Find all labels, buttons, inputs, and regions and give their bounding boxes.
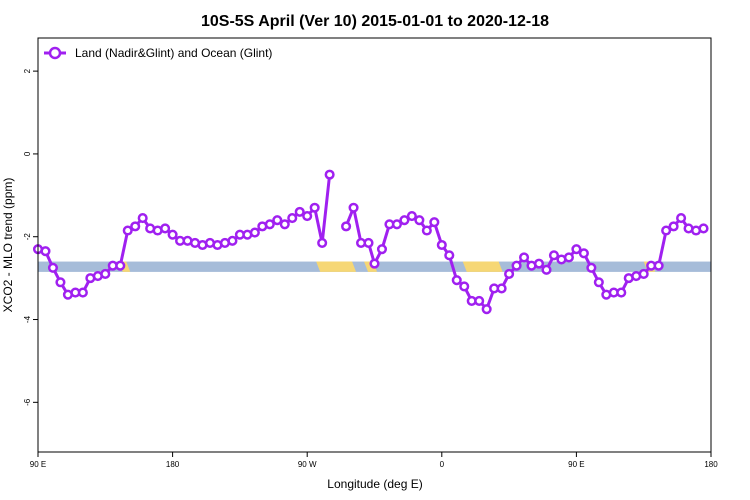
data-point [481, 304, 492, 315]
land-strip-segment [462, 261, 503, 272]
x-axis: 90 E 180 90 W 0 90 E 180 [30, 452, 718, 469]
data-point [302, 210, 313, 222]
data-point [369, 258, 380, 269]
data-point [55, 277, 66, 288]
data-point [593, 277, 604, 288]
data-point [578, 248, 589, 259]
data-point [399, 215, 410, 226]
data-point [563, 252, 574, 263]
data-point [227, 235, 238, 246]
data-point [571, 244, 582, 255]
data-point [533, 258, 545, 269]
y-tick-label: 0 [23, 151, 32, 156]
data-point [264, 219, 275, 230]
data-point [548, 250, 560, 261]
x-tick-label: 180 [704, 460, 718, 469]
x-tick-label: 90 E [30, 460, 46, 469]
data-point [249, 227, 260, 238]
data-point [160, 223, 171, 234]
data-point [115, 260, 126, 271]
data-point [436, 239, 447, 251]
data-point [122, 225, 133, 236]
data-point [40, 246, 51, 257]
data-point [167, 229, 178, 240]
data-point [324, 169, 335, 180]
y-tick-label: -2 [23, 233, 32, 241]
data-point [279, 219, 290, 230]
data-point [429, 217, 440, 228]
data-point [341, 221, 352, 232]
data-point [287, 213, 298, 224]
data-point [137, 213, 148, 224]
data-point [459, 281, 470, 292]
plot-area [32, 169, 711, 315]
data-point [272, 215, 283, 226]
data-point [414, 215, 425, 226]
land-strip-segment [316, 261, 357, 272]
data-point [541, 264, 552, 275]
data-point [309, 202, 320, 213]
data-point [444, 250, 455, 261]
legend-label: Land (Nadir&Glint) and Ocean (Glint) [75, 46, 272, 60]
data-point [421, 225, 432, 236]
data-point [519, 252, 530, 263]
data-point [653, 260, 664, 271]
data-point [130, 221, 141, 232]
x-tick-label: 90 E [568, 460, 584, 469]
data-point [317, 237, 328, 248]
legend-point-marker [48, 46, 62, 60]
y-axis-label: XCO2 - MLO trend (ppm) [1, 178, 15, 313]
data-point [474, 295, 485, 306]
x-axis-label: Longitude (deg E) [327, 477, 422, 491]
x-tick-label: 90 W [298, 460, 317, 469]
data-point [638, 268, 649, 280]
y-tick-label: -6 [23, 398, 32, 406]
data-point [391, 219, 402, 230]
data-point [77, 287, 88, 298]
data-point [698, 223, 709, 234]
y-tick-label: -4 [23, 315, 32, 323]
data-point [616, 287, 627, 298]
data-point [676, 213, 687, 224]
x-tick-label: 0 [440, 460, 445, 469]
plot-frame [37, 37, 712, 453]
data-point [586, 262, 597, 273]
data-point [451, 275, 462, 286]
series-line [37, 174, 332, 297]
data-point [668, 221, 679, 232]
data-point [406, 210, 417, 222]
data-point [294, 206, 305, 217]
x-tick-label: 180 [166, 460, 180, 469]
chart-title: 10S-5S April (Ver 10) 2015-01-01 to 2020… [201, 13, 549, 30]
data-point [661, 225, 672, 236]
y-axis: 2 0 -2 -4 -6 [23, 68, 38, 406]
legend: Land (Nadir&Glint) and Ocean (Glint) [44, 46, 272, 60]
data-point [496, 283, 507, 294]
data-point [363, 237, 374, 248]
data-point [100, 268, 111, 280]
data-point [348, 202, 359, 213]
data-point [376, 244, 388, 255]
data-point [47, 262, 59, 273]
data-point [504, 268, 515, 280]
y-tick-label: 2 [23, 68, 32, 73]
data-point [511, 260, 522, 271]
